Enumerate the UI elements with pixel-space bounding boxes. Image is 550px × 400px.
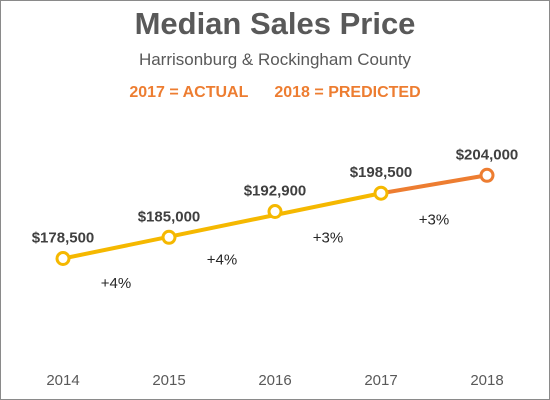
data-point-2018 xyxy=(479,167,495,183)
growth-label-4: +3% xyxy=(419,211,449,228)
data-label-2016: $192,900 xyxy=(244,183,307,200)
data-label-2018: $204,000 xyxy=(456,146,519,163)
data-point-2016 xyxy=(267,204,283,220)
chart-subtitle: Harrisonburg & Rockingham County xyxy=(138,50,412,69)
legend-predicted: 2018 = PREDICTED xyxy=(274,84,421,101)
growth-label-3: +3% xyxy=(313,229,343,246)
growth-label-2: +4% xyxy=(207,251,237,268)
chart-legend: 2017 = ACTUAL 2018 = PREDICTED xyxy=(0,84,550,102)
data-point-2015 xyxy=(161,229,177,245)
data-label-2014: $178,500 xyxy=(32,230,95,247)
data-point-2017 xyxy=(373,185,389,201)
series-line-predicted xyxy=(379,173,489,196)
chart-title: Median Sales Price xyxy=(134,6,416,41)
x-tick-label: 2014 xyxy=(46,372,79,389)
data-label-2017: $198,500 xyxy=(350,164,413,181)
x-tick-label: 2016 xyxy=(258,372,291,389)
data-label-2015: $185,000 xyxy=(138,208,201,225)
x-tick-label: 2015 xyxy=(152,372,185,389)
legend-actual: 2017 = ACTUAL xyxy=(129,84,249,101)
growth-label-1: +4% xyxy=(101,275,131,292)
x-tick-label: 2018 xyxy=(470,372,503,389)
x-tick-label: 2017 xyxy=(364,372,397,389)
data-point-2014 xyxy=(55,251,71,267)
series-line-actual xyxy=(61,191,383,261)
